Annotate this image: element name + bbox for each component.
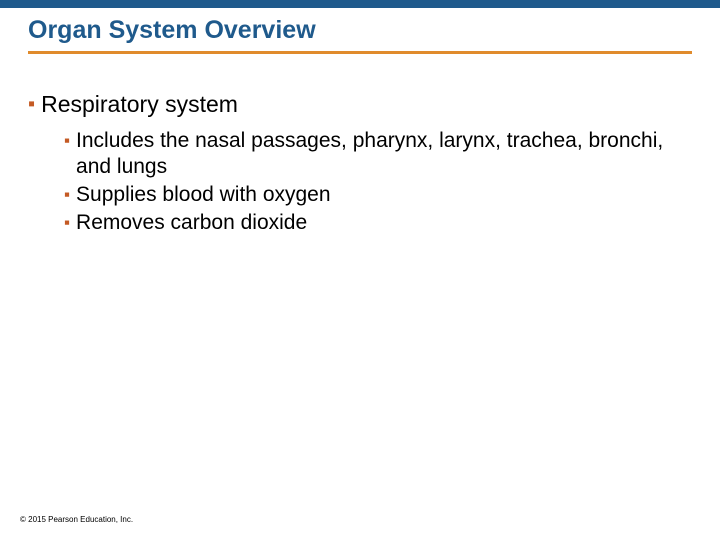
slide-title: Organ System Overview [28, 16, 692, 45]
square-bullet-icon: ▪ [64, 210, 70, 236]
list-item: ▪ Includes the nasal passages, pharynx, … [64, 128, 692, 180]
list-item: ▪ Removes carbon dioxide [64, 210, 692, 236]
list-item-text: Includes the nasal passages, pharynx, la… [76, 128, 692, 180]
square-bullet-icon: ▪ [64, 128, 70, 154]
top-accent-bar [0, 0, 720, 8]
sub-list: ▪ Includes the nasal passages, pharynx, … [28, 128, 692, 236]
copyright-notice: © 2015 Pearson Education, Inc. [20, 515, 133, 524]
list-item-text: Supplies blood with oxygen [76, 182, 331, 208]
square-bullet-icon: ▪ [64, 182, 70, 208]
list-item-text: Respiratory system [41, 90, 238, 118]
square-bullet-icon: ▪ [28, 90, 35, 118]
list-item-text: Removes carbon dioxide [76, 210, 307, 236]
title-region: Organ System Overview [0, 8, 720, 51]
content-area: ▪ Respiratory system ▪ Includes the nasa… [0, 54, 720, 236]
list-item: ▪ Supplies blood with oxygen [64, 182, 692, 208]
list-item: ▪ Respiratory system [28, 90, 692, 118]
